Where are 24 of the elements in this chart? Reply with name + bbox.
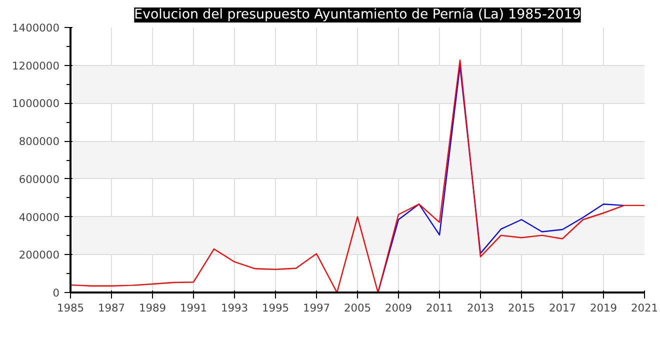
x-tick-label: 1987: [98, 302, 126, 314]
y-tick-label: 200000: [18, 248, 60, 262]
y-tick-label: 400000: [18, 210, 60, 224]
x-tick-label: 1989: [138, 302, 166, 314]
x-tick-label: 2021: [630, 302, 658, 314]
y-tick-label: 0: [52, 286, 60, 300]
x-tick-label: 1991: [180, 302, 208, 314]
x-tick-label: 1997: [302, 302, 330, 314]
x-tick-label: 1985: [56, 302, 84, 314]
y-tick-label: 1200000: [12, 59, 60, 72]
x-tick-label: 2013: [466, 302, 494, 314]
x-tick-label: 1993: [220, 302, 248, 314]
x-tick-label: 2009: [384, 302, 412, 314]
y-tick-label: 1400000: [12, 22, 60, 34]
y-tick-label: 600000: [18, 172, 60, 186]
x-tick-label: 2019: [590, 302, 618, 314]
x-tick-label: 2017: [548, 302, 576, 314]
x-tick-label: 2011: [426, 302, 454, 314]
y-tick-label: 800000: [18, 135, 60, 148]
x-tick-label: 1995: [262, 302, 290, 314]
chart-title: Evolucion del presupuesto Ayuntamiento de Pernía (La) 1985-2019: [134, 8, 581, 22]
x-tick-label: 2005: [344, 302, 372, 314]
y-tick-label: 1000000: [12, 97, 60, 110]
x-tick-label: 2015: [508, 302, 536, 314]
